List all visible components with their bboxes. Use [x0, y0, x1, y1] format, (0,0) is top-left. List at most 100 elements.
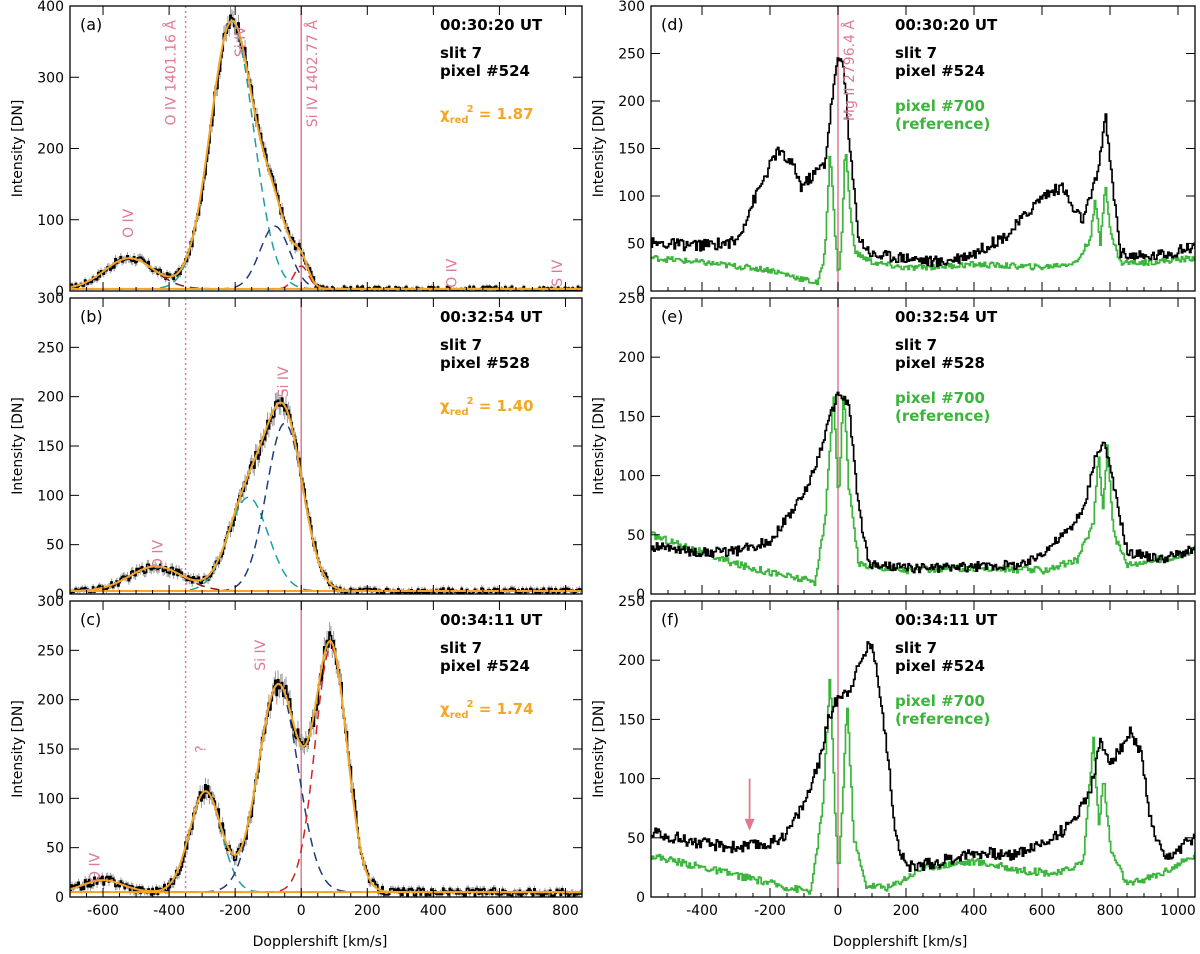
- panel-e-ytick-label-4: 200: [618, 350, 645, 366]
- panel-c-ytick-label-2: 100: [37, 791, 64, 807]
- panel-b-plot-area: [70, 298, 582, 594]
- panel-f-reference-note: (reference): [895, 710, 990, 728]
- panel-d-observed-spectrum: [651, 57, 1195, 268]
- panel-c-xtick-label-2: -200: [219, 903, 251, 919]
- panel-d-ytick-label-1: 50: [627, 237, 645, 253]
- panel-a-vline-label-1: Si IV 1402.77 Å: [304, 20, 321, 128]
- panel-e-ytick-label-5: 250: [618, 291, 645, 307]
- panel-f-ytick-label-1: 50: [627, 831, 645, 847]
- panel-d-plot-area: [651, 6, 1195, 291]
- panel-a-annotation-0: O IV: [121, 208, 137, 238]
- panel-d-label: (d): [661, 15, 684, 34]
- panel-a-annotation-1: Si IV: [233, 26, 249, 57]
- panel-a-error-bars: [70, 6, 582, 291]
- panel-c-plot-area: [70, 601, 582, 897]
- panel-f-slit: slit 7: [895, 639, 937, 657]
- panel-c-y-axis-label: Intensity [DN]: [10, 700, 26, 798]
- panel-a-chi-part-0: χ: [440, 105, 450, 123]
- panel-c-ytick-label-1: 50: [46, 841, 64, 857]
- panel-f-observed-spectrum: [651, 641, 1195, 872]
- panel-b-time: 00:32:54 UT: [440, 308, 543, 326]
- panel-c-component-1: [70, 790, 582, 893]
- panel-c-time: 00:34:11 UT: [440, 611, 543, 629]
- panel-f-pixel: pixel #524: [895, 657, 985, 675]
- panel-c-chi-part-3: = 1.74: [474, 700, 534, 718]
- panel-f: -400 -200 0 200 400 600 800 1000 0 50 100 150 200 250…: [591, 594, 1196, 919]
- panel-e-ytick-label-2: 100: [618, 469, 645, 485]
- panel-e-time: 00:32:54 UT: [895, 308, 998, 326]
- panel-c-xtick-label-4: 200: [354, 903, 381, 919]
- panel-c-annotation-2: Si IV: [253, 639, 269, 670]
- panel-d-ytick-label-3: 150: [618, 142, 645, 158]
- panel-f-xtick-label-5: 600: [1029, 903, 1056, 919]
- panel-a-ytick-label-0: 0: [55, 284, 64, 300]
- panel-f-y-axis-label: Intensity [DN]: [591, 700, 607, 798]
- panel-a-annotation-2: O IV: [444, 258, 460, 288]
- panel-c-chi-squared: χred2 = 1.74: [440, 699, 534, 721]
- panel-b-frame: [69, 297, 583, 595]
- panel-c-label: (c): [80, 610, 101, 629]
- panel-b-ytick-label-3: 150: [37, 439, 64, 455]
- panel-c-xtick-label-3: 0: [297, 903, 306, 919]
- panel-f-xtick-label-2: 0: [834, 903, 843, 919]
- panel-a-slit: slit 7: [440, 44, 482, 62]
- panel-a-annotation-3: S IV: [550, 259, 566, 286]
- panel-c: O IV? Si IV -600 -400 -200 0 200 400 600 800 0 50 10…: [10, 594, 583, 919]
- panel-f-reference-pixel: pixel #700: [895, 692, 985, 710]
- panel-c-component-2: [70, 684, 582, 893]
- panel-b: O IV Si IV 0 50 100 150 200 250 300 Intensity [DN…: [10, 291, 583, 603]
- panel-e-ytick-label-1: 50: [627, 528, 645, 544]
- panel-d-ytick-label-2: 100: [618, 189, 645, 205]
- panel-c-ytick-label-6: 300: [37, 594, 64, 610]
- panel-f-xtick-label-6: 800: [1097, 903, 1124, 919]
- panel-d-ytick-label-5: 250: [618, 47, 645, 63]
- panel-d-reference-note: (reference): [895, 115, 990, 133]
- panel-b-ytick-label-2: 100: [37, 488, 64, 504]
- panel-d-time: 00:30:20 UT: [895, 16, 998, 34]
- panel-b-y-axis-label: Intensity [DN]: [10, 397, 26, 495]
- panel-d-slit: slit 7: [895, 44, 937, 62]
- panel-b-chi-part-2: 2: [467, 396, 474, 407]
- panel-a-total-fit: [70, 19, 582, 290]
- panel-e-reference-note: (reference): [895, 407, 990, 425]
- panel-f-plot-area: [651, 601, 1195, 897]
- panel-d-ytick-label-6: 300: [618, 0, 645, 15]
- panel-b-ytick-label-1: 50: [46, 538, 64, 554]
- panel-c-ytick-label-3: 150: [37, 742, 64, 758]
- panel-e-y-axis-label: Intensity [DN]: [591, 397, 607, 495]
- panel-f-arrow-head: [744, 818, 755, 831]
- right-column: Mg II 2796.4 Å 0 50 100 150 200 250 300 Intensit…: [591, 0, 1196, 919]
- panel-e-label: (e): [661, 307, 683, 326]
- panel-e-reference-pixel: pixel #700: [895, 389, 985, 407]
- panel-c-xtick-label-7: 800: [552, 903, 579, 919]
- panel-c-xtick-label-1: -400: [153, 903, 185, 919]
- panel-a-time: 00:30:20 UT: [440, 16, 543, 34]
- panel-e-ytick-label-3: 150: [618, 409, 645, 425]
- panel-b-total-fit: [70, 401, 582, 593]
- panel-d-y-axis-label: Intensity [DN]: [591, 100, 607, 198]
- panel-c-xtick-label-6: 600: [486, 903, 513, 919]
- panel-a-ytick-label-3: 300: [37, 70, 64, 86]
- panel-a-ytick-label-2: 200: [37, 142, 64, 158]
- panel-b-observed-spectrum: [70, 397, 582, 594]
- panel-b-label: (b): [80, 307, 103, 326]
- panel-f-xtick-label-1: -200: [754, 903, 786, 919]
- panel-c-ytick-label-0: 0: [55, 890, 64, 906]
- panel-c-chi-part-1: red: [450, 710, 469, 721]
- panel-a-pixel: pixel #524: [440, 62, 530, 80]
- panel-a-chi-part-2: 2: [467, 104, 474, 115]
- panel-e-observed-spectrum: [651, 391, 1195, 574]
- panel-d-pixel: pixel #524: [895, 62, 985, 80]
- panel-c-chi-part-2: 2: [467, 699, 474, 710]
- panel-a-y-axis-label: Intensity [DN]: [10, 100, 26, 198]
- panel-a-ytick-label-4: 400: [37, 0, 64, 15]
- panel-b-pixel: pixel #528: [440, 354, 530, 372]
- panel-c-annotation-0: O IV: [88, 852, 104, 882]
- panel-f-ytick-label-3: 150: [618, 712, 645, 728]
- panel-f-label: (f): [661, 610, 679, 629]
- panel-b-ytick-label-6: 300: [37, 291, 64, 307]
- panel-f-xtick-label-0: -400: [686, 903, 718, 919]
- panel-e: 0 50 100 150 200 250 Intensity [DN] (e) 00:32:54…: [591, 291, 1196, 603]
